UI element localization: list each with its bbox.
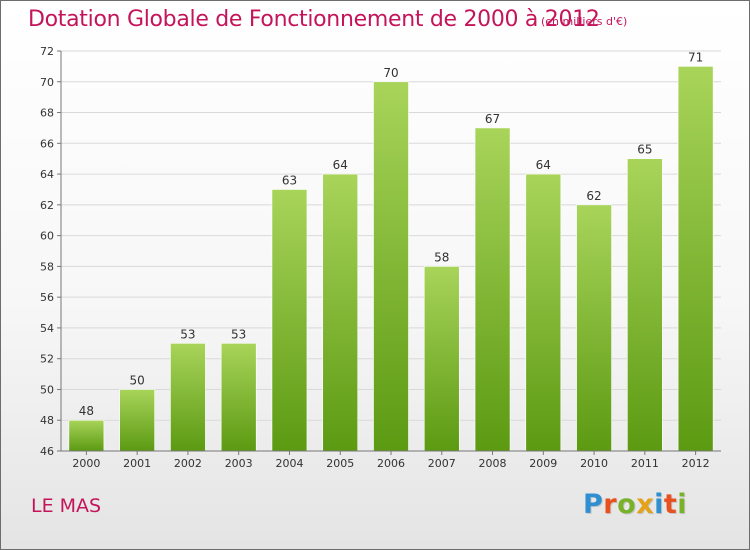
y-tick-label: 66 (40, 137, 54, 150)
data-label: 53 (180, 327, 195, 341)
bar (271, 189, 308, 452)
x-tick-label: 2011 (631, 457, 659, 470)
bars: 48 50 53 53 63 64 70 58 67 64 62 65 71 (68, 50, 714, 452)
x-tick-label: 2003 (225, 457, 253, 470)
y-tick-label: 48 (40, 414, 54, 427)
data-label: 67 (485, 112, 500, 126)
y-tick-label: 72 (40, 45, 54, 58)
logo-letter: i (677, 489, 688, 520)
logo-letter: r (603, 489, 618, 520)
x-tick-label: 2010 (580, 457, 608, 470)
y-tick-label: 50 (40, 383, 54, 396)
logo-letter: x (636, 489, 655, 520)
y-tick-label: 70 (40, 76, 54, 89)
logo-letter: i (654, 489, 664, 520)
y-tick-label: 52 (40, 353, 54, 366)
bar (68, 419, 105, 452)
logo-letter: t (663, 489, 678, 520)
axes: 46 48 50 52 54 56 58 60 62 64 66 68 70 72 2000 2001 2002… (40, 45, 721, 470)
bar (119, 389, 155, 452)
y-tick-label: 62 (40, 199, 54, 212)
bar (525, 173, 562, 452)
y-tick-label: 68 (40, 107, 54, 120)
chart-unit: (en milliers d'€) (541, 15, 628, 28)
x-tick-label: 2012 (682, 457, 710, 470)
x-tick-label: 2008 (479, 457, 507, 470)
data-label: 58 (434, 250, 449, 264)
data-label: 64 (536, 158, 551, 172)
data-label: 48 (79, 404, 94, 418)
x-tick-label: 2006 (377, 457, 405, 470)
place-name: LE MAS (31, 495, 102, 517)
bar (220, 343, 257, 452)
x-tick-label: 2002 (174, 457, 202, 470)
data-label: 62 (586, 189, 601, 203)
data-label: 63 (282, 173, 297, 187)
bar (474, 127, 511, 452)
y-tick-label: 60 (40, 230, 54, 243)
x-tick-label: 2007 (428, 457, 456, 470)
logo-letter: o (617, 489, 637, 520)
proxiti-logo: Proxiti (583, 489, 687, 520)
data-label: 53 (231, 327, 246, 341)
data-label: 64 (333, 158, 348, 172)
y-tick-label: 46 (40, 445, 54, 458)
x-tick-label: 2005 (326, 457, 354, 470)
bar (627, 158, 663, 452)
bar (322, 173, 359, 452)
x-tick-label: 2001 (123, 457, 151, 470)
chart-title: Dotation Globale de Fonctionnement de 20… (28, 7, 600, 32)
data-label: 71 (688, 50, 703, 64)
y-tick-label: 56 (40, 291, 54, 304)
y-tick-label: 64 (40, 168, 54, 181)
bar (677, 66, 714, 452)
data-label: 65 (637, 143, 652, 157)
data-label: 50 (130, 373, 145, 387)
bar (170, 343, 206, 452)
data-label: 70 (383, 66, 398, 80)
bar (373, 81, 409, 452)
x-tick-label: 2004 (275, 457, 303, 470)
bar (576, 204, 612, 452)
bar (423, 266, 460, 452)
y-tick-label: 54 (40, 322, 54, 335)
y-tick-label: 58 (40, 260, 54, 273)
x-tick-label: 2000 (72, 457, 100, 470)
logo-letter: P (583, 489, 604, 520)
x-tick-label: 2009 (529, 457, 557, 470)
